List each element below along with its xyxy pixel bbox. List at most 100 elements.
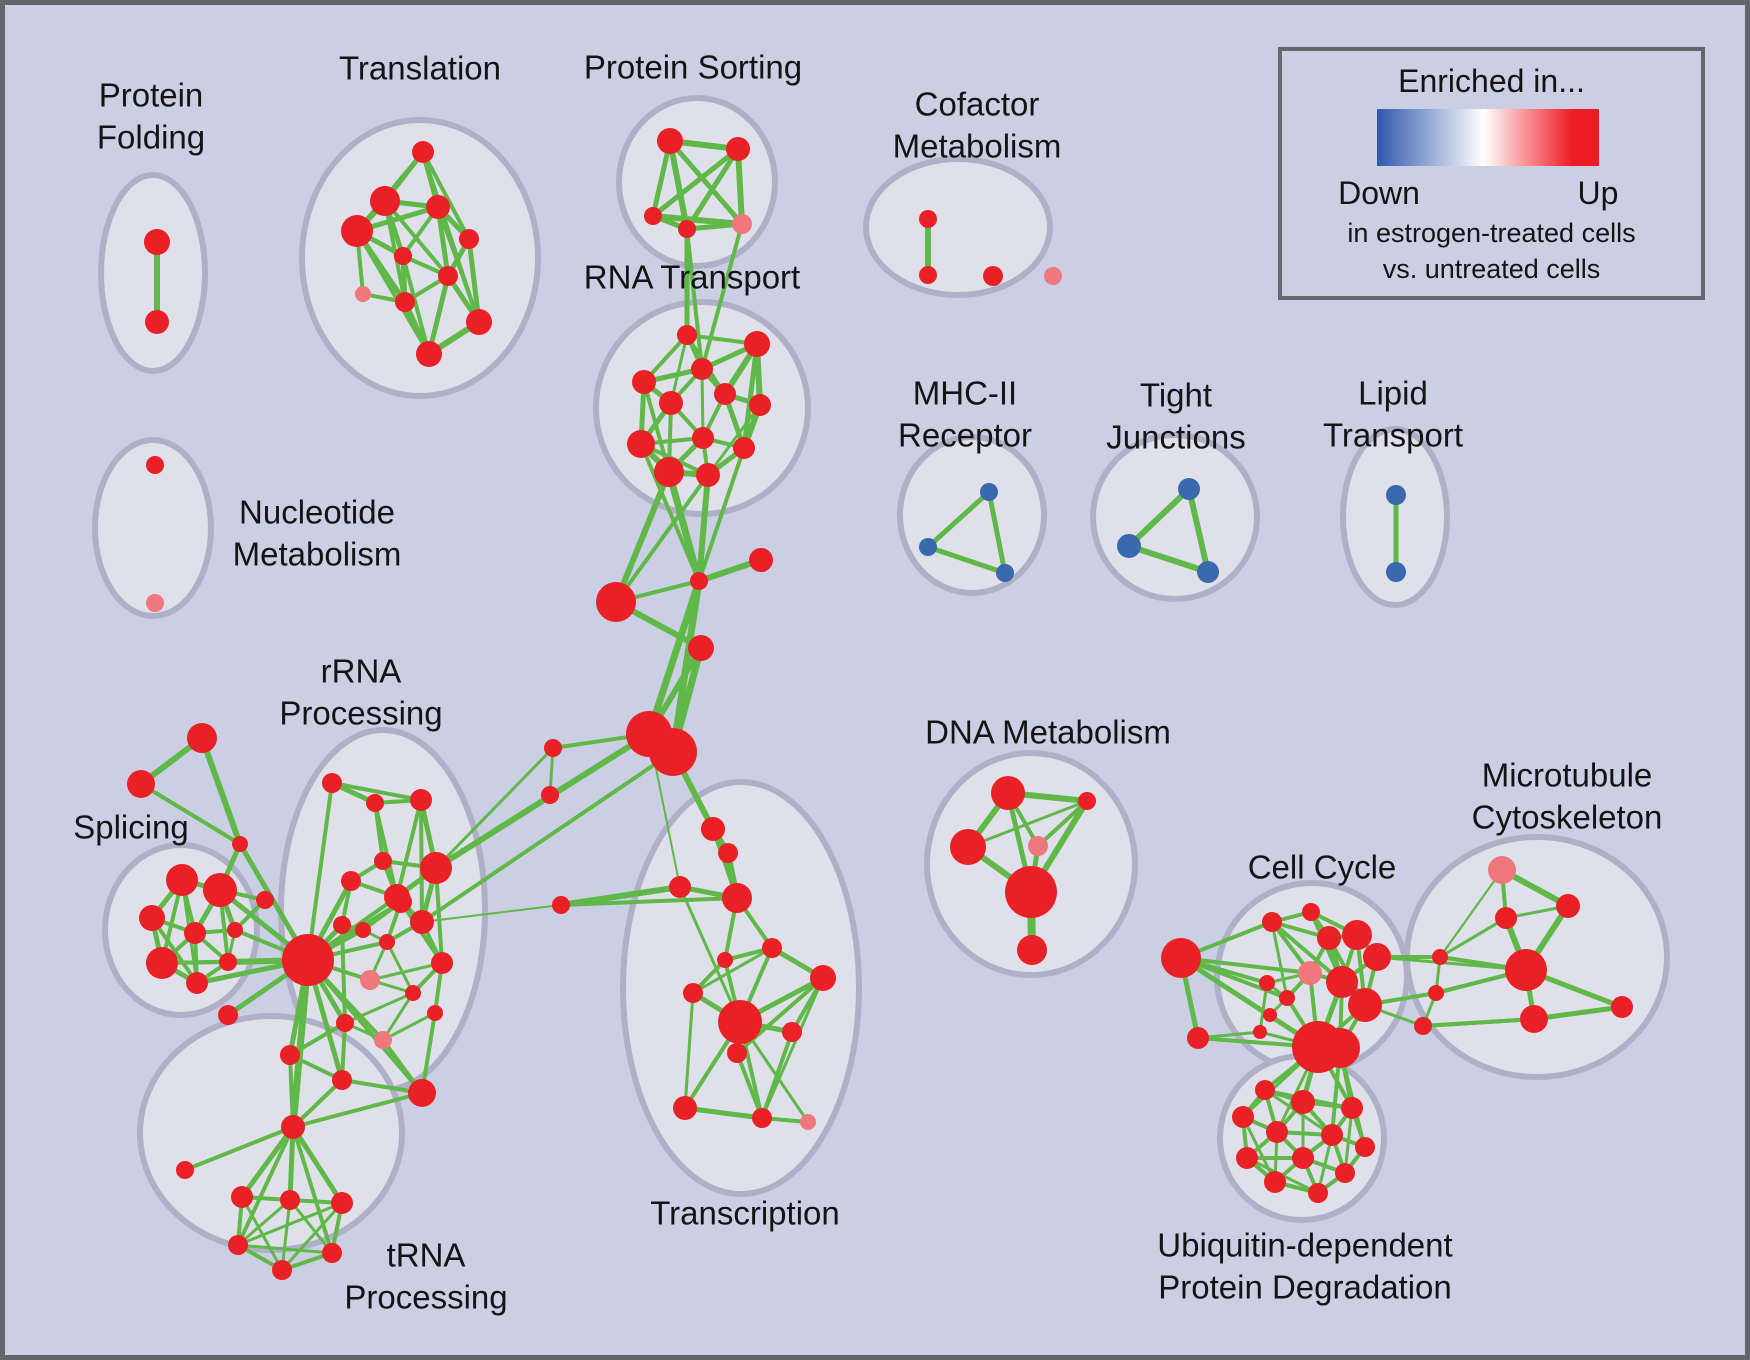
node bbox=[1317, 926, 1341, 950]
edge bbox=[1036, 799, 1089, 848]
edge bbox=[236, 1201, 344, 1247]
edge bbox=[700, 222, 744, 371]
node bbox=[145, 310, 169, 334]
node bbox=[341, 215, 373, 247]
node bbox=[1178, 478, 1200, 500]
node bbox=[370, 186, 400, 216]
edge bbox=[683, 991, 695, 1110]
node bbox=[322, 1243, 342, 1263]
edge bbox=[966, 799, 1089, 849]
edge bbox=[426, 273, 451, 357]
cluster-label-protein-folding: Protein bbox=[99, 77, 204, 114]
node bbox=[541, 786, 559, 804]
node bbox=[810, 965, 836, 991]
node bbox=[1488, 856, 1516, 884]
edge bbox=[1439, 869, 1503, 958]
cluster-label-rrna-processing: Processing bbox=[279, 695, 442, 732]
legend-title: Enriched in... bbox=[1398, 63, 1585, 99]
node bbox=[919, 538, 937, 556]
node bbox=[691, 358, 713, 380]
node bbox=[394, 247, 412, 265]
node bbox=[231, 1186, 253, 1208]
node bbox=[431, 952, 453, 974]
cluster-label-dna-metabolism: DNA Metabolism bbox=[925, 714, 1171, 751]
edge bbox=[735, 1051, 764, 1120]
node bbox=[1255, 1080, 1275, 1100]
cluster-label-rrna-processing: rRNA bbox=[321, 653, 402, 690]
node bbox=[1302, 903, 1320, 921]
edge bbox=[925, 544, 1008, 576]
node bbox=[1611, 996, 1633, 1018]
edge bbox=[288, 1053, 295, 1129]
edge bbox=[1421, 1017, 1536, 1028]
node bbox=[996, 564, 1014, 582]
cluster-label-rna-transport: RNA Transport bbox=[584, 259, 800, 296]
edge bbox=[280, 1201, 344, 1272]
cluster-label-cell-cycle: Cell Cycle bbox=[1248, 849, 1397, 886]
node bbox=[1292, 1147, 1314, 1169]
cluster-label-cofactor-metabolism: Cofactor bbox=[915, 86, 1040, 123]
node bbox=[1117, 534, 1141, 558]
node bbox=[733, 437, 755, 459]
node bbox=[722, 883, 752, 913]
edge bbox=[183, 1125, 295, 1172]
cluster-label-ubiquitin-degradation: Protein Degradation bbox=[1158, 1269, 1452, 1306]
node bbox=[1078, 792, 1096, 810]
edge bbox=[614, 473, 710, 604]
legend-gradient-bar bbox=[1377, 109, 1599, 166]
edge bbox=[700, 367, 705, 440]
cluster-label-ubiquitin-degradation: Ubiquitin-dependent bbox=[1157, 1227, 1452, 1264]
node bbox=[1308, 1183, 1328, 1203]
node bbox=[333, 916, 351, 934]
node bbox=[1348, 988, 1382, 1022]
node bbox=[1335, 1163, 1355, 1183]
node bbox=[1232, 1106, 1254, 1128]
cluster-label-microtubule-cytoskeleton: Microtubule bbox=[1482, 757, 1653, 794]
edge bbox=[434, 793, 552, 870]
node bbox=[1556, 894, 1580, 918]
node bbox=[544, 739, 562, 757]
edge bbox=[355, 229, 431, 356]
node bbox=[552, 896, 570, 914]
node bbox=[272, 1260, 292, 1280]
edge bbox=[291, 1091, 424, 1129]
node bbox=[228, 1235, 248, 1255]
node bbox=[644, 207, 662, 225]
edge bbox=[697, 446, 746, 583]
edge bbox=[199, 735, 243, 847]
node bbox=[1262, 912, 1282, 932]
node bbox=[1326, 966, 1358, 998]
node bbox=[384, 884, 410, 910]
node bbox=[395, 292, 415, 312]
edge bbox=[1241, 1115, 1277, 1184]
edge bbox=[240, 1195, 284, 1272]
node bbox=[627, 430, 655, 458]
node bbox=[1505, 949, 1547, 991]
node bbox=[983, 266, 1003, 286]
node bbox=[657, 128, 683, 154]
node bbox=[991, 776, 1025, 810]
node bbox=[749, 548, 773, 572]
cluster-ellipse-tight-junctions bbox=[1090, 432, 1260, 602]
edge bbox=[383, 199, 450, 278]
node bbox=[1187, 1027, 1209, 1049]
cluster-ellipse-cofactor-metabolism bbox=[863, 156, 1053, 298]
edge bbox=[421, 904, 562, 923]
node bbox=[360, 970, 380, 990]
node bbox=[919, 210, 937, 228]
node bbox=[718, 843, 738, 863]
cluster-ellipse-protein-folding bbox=[98, 172, 208, 374]
node bbox=[1266, 1121, 1288, 1143]
cluster-label-tight-junctions: Tight bbox=[1140, 377, 1212, 414]
edge bbox=[236, 1198, 292, 1247]
edge bbox=[650, 146, 741, 219]
node bbox=[127, 770, 155, 798]
edge bbox=[395, 798, 423, 899]
node bbox=[701, 817, 725, 841]
node bbox=[1197, 561, 1219, 583]
edge bbox=[735, 146, 745, 227]
cluster-label-protein-folding: Folding bbox=[97, 119, 205, 156]
node bbox=[659, 391, 683, 415]
node bbox=[184, 922, 206, 944]
legend-down-label: Down bbox=[1338, 175, 1420, 211]
